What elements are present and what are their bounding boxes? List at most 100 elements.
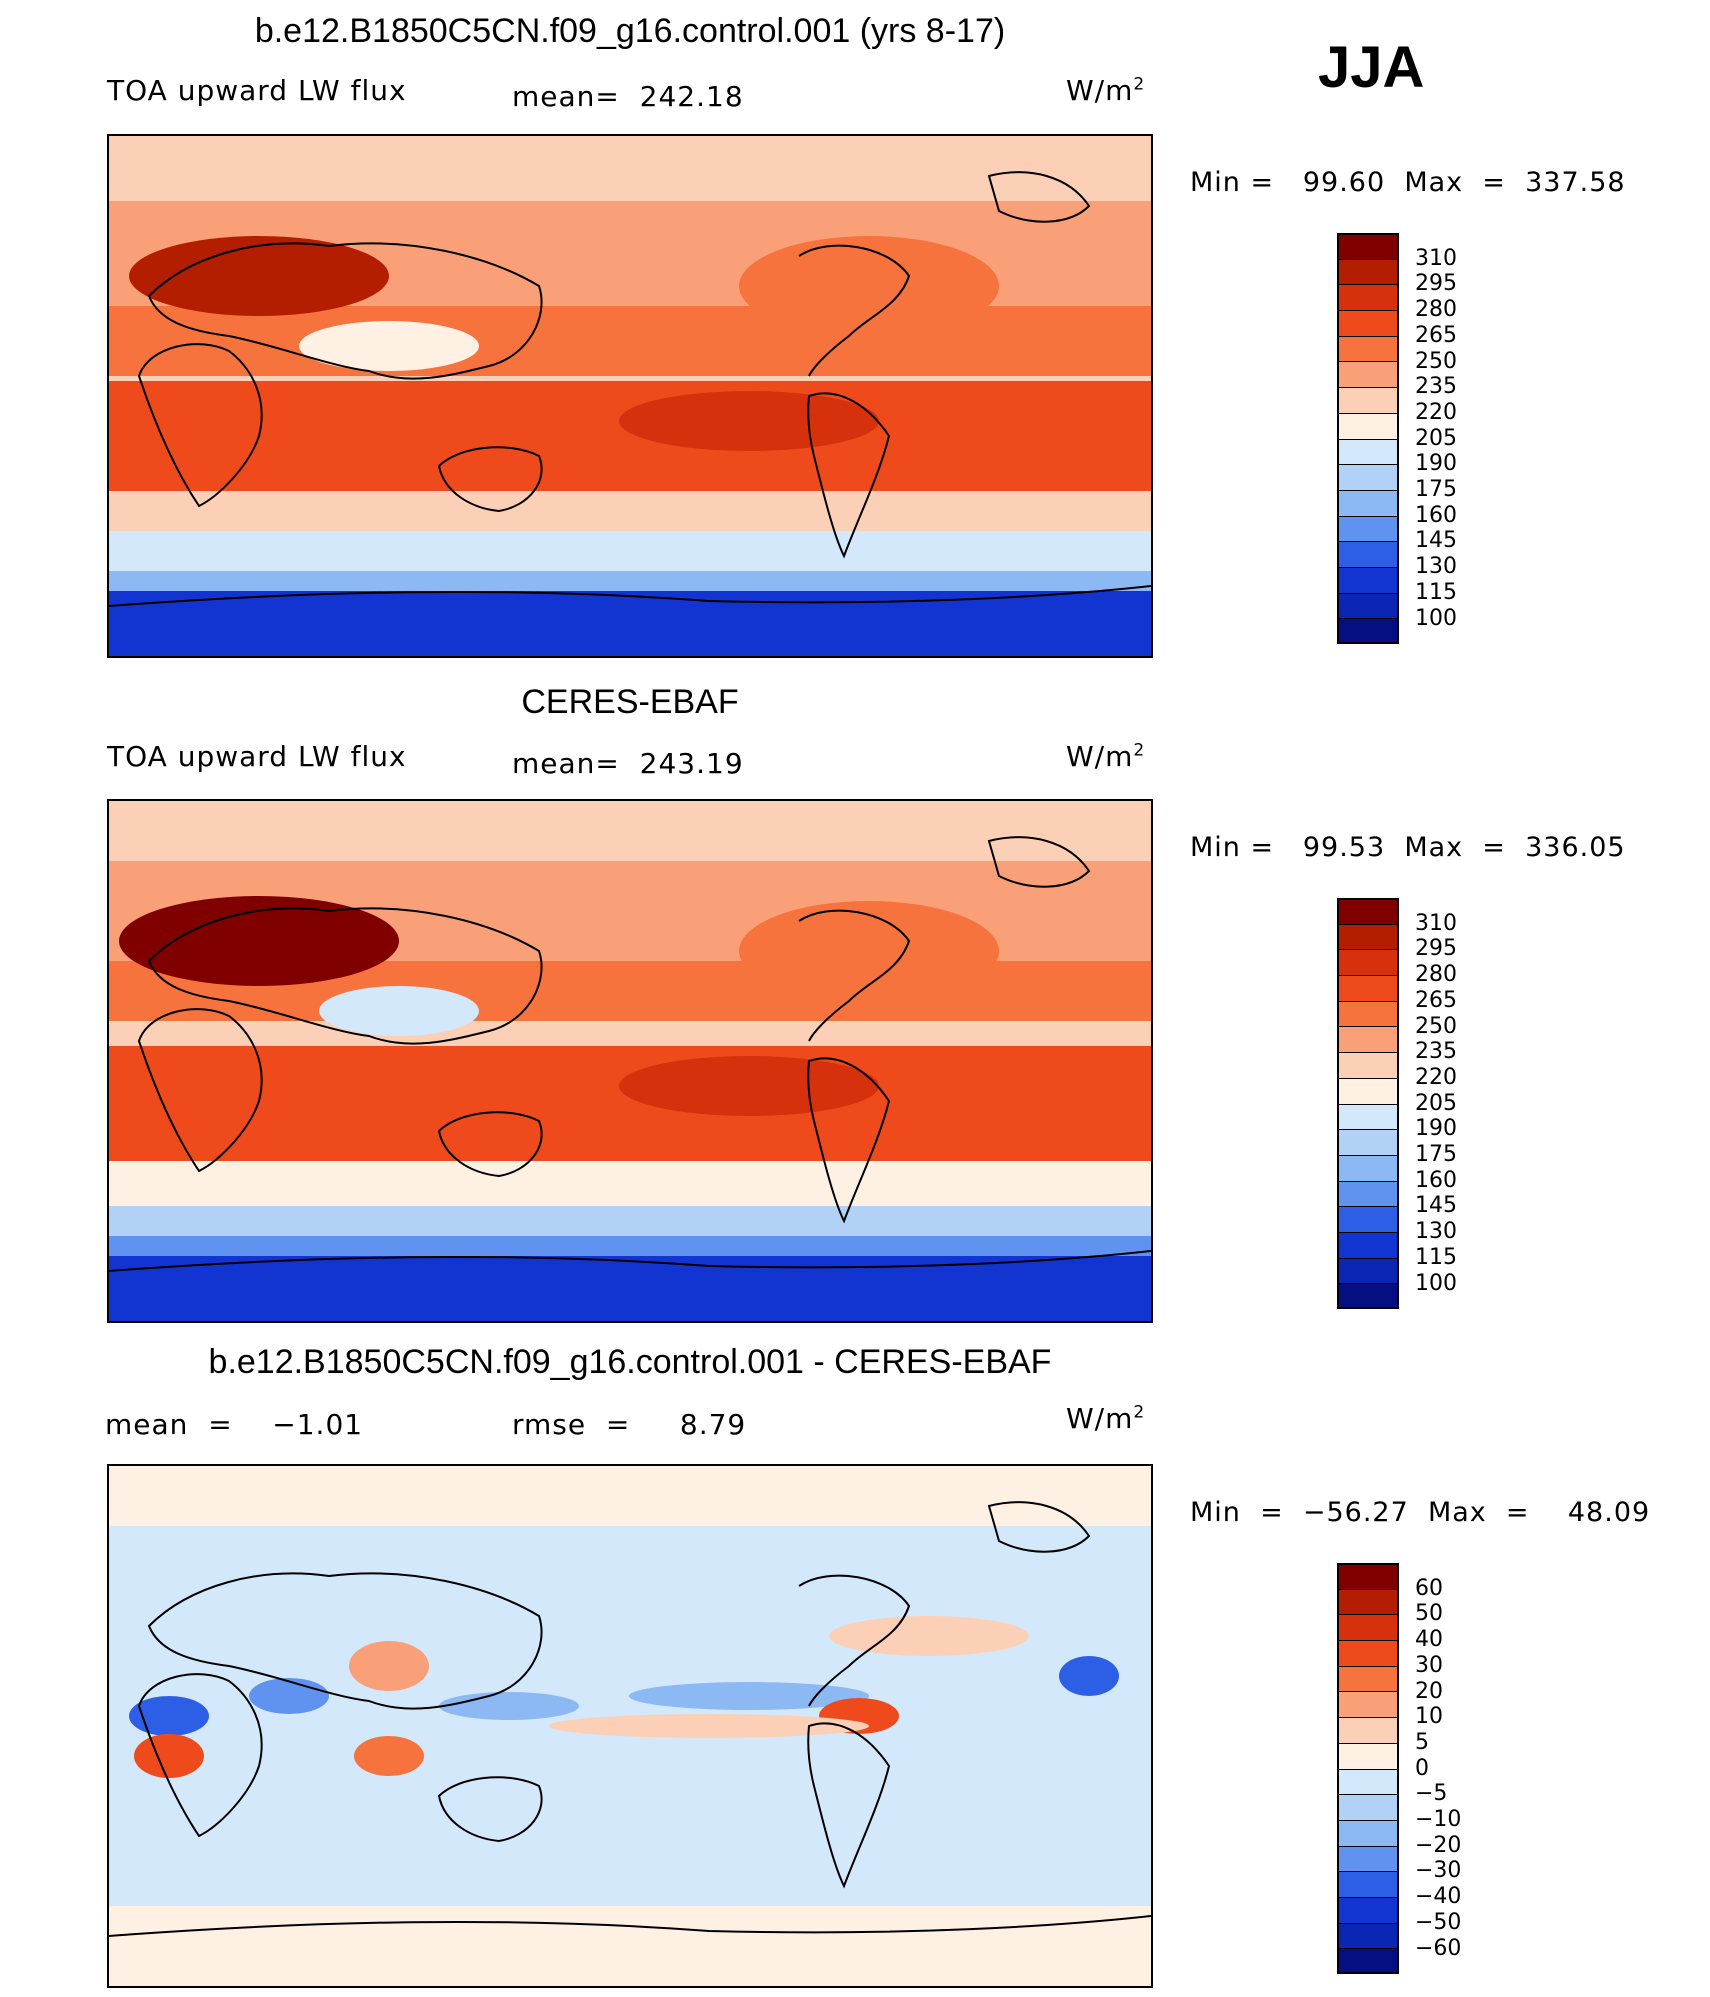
colorbar-3-tick-label: −60 bbox=[1415, 1935, 1462, 1961]
colorbar-3-swatch bbox=[1337, 1614, 1399, 1641]
colorbar-2-tick-label: 160 bbox=[1415, 1167, 1457, 1193]
colorbar-1-tick-label: 145 bbox=[1415, 528, 1457, 554]
colorbar-2-tick-label: 145 bbox=[1415, 1193, 1457, 1219]
map-2-sh-midlat bbox=[109, 1161, 1151, 1206]
season-label: JJA bbox=[1318, 35, 1425, 100]
panel-1-center-label: mean= 242.18 bbox=[512, 80, 744, 113]
colorbar-3-tick-label: −5 bbox=[1415, 1781, 1448, 1807]
colorbar-1: 310 295 280 265 250 235 220 205 190 175 160 145 130 1… bbox=[1337, 233, 1457, 645]
map-1-svg bbox=[109, 136, 1151, 656]
colorbar-3-swatch bbox=[1337, 1819, 1399, 1846]
colorbar-3-tick-label: −20 bbox=[1415, 1832, 1462, 1858]
colorbar-3-tick-label: −50 bbox=[1415, 1909, 1462, 1935]
colorbar-1-swatch bbox=[1337, 310, 1399, 336]
colorbar-2-tick-label: 235 bbox=[1415, 1039, 1457, 1065]
map-1-nh-subtropics bbox=[109, 306, 1151, 376]
colorbar-3-swatch bbox=[1337, 1948, 1399, 1974]
colorbar-2-swatch bbox=[1337, 1154, 1399, 1181]
map-2-pacific-max bbox=[619, 1056, 879, 1116]
colorbar-3-swatch bbox=[1337, 1588, 1399, 1615]
colorbar-1-swatch bbox=[1337, 541, 1399, 567]
colorbar-1-swatch bbox=[1337, 258, 1399, 285]
panel-2-units: W/m2 bbox=[1066, 740, 1146, 773]
colorbar-3-tick-label: 30 bbox=[1415, 1652, 1443, 1678]
map-1-pacific-max bbox=[619, 391, 879, 451]
colorbar-2-swatch bbox=[1337, 1206, 1399, 1232]
colorbar-3-tick-label: 40 bbox=[1415, 1627, 1443, 1653]
colorbar-2: 310 295 280 265 250 235 220 205 190 175 160 145 130 1… bbox=[1337, 898, 1457, 1310]
colorbar-3-swatch bbox=[1337, 1768, 1399, 1795]
panel-3-title: b.e12.B1850C5CN.f09_g16.control.001 - CE… bbox=[208, 1343, 1052, 1381]
colorbar-3-tick-label: 10 bbox=[1415, 1704, 1443, 1730]
colorbar-2-tick-label: 175 bbox=[1415, 1142, 1457, 1167]
map-3-neg-2 bbox=[249, 1678, 329, 1714]
colorbar-1-swatch bbox=[1337, 592, 1399, 619]
colorbar-3-swatch bbox=[1337, 1640, 1399, 1666]
map-2-sh-cold bbox=[109, 1206, 1151, 1236]
map-3-antarctic bbox=[109, 1906, 1151, 1986]
map-2-svg bbox=[109, 801, 1151, 1321]
colorbar-3-swatch bbox=[1337, 1717, 1399, 1743]
panel-3-left-label: mean = −1.01 bbox=[105, 1408, 364, 1441]
map-2-sahara-max bbox=[119, 896, 399, 986]
colorbar-1-tick-label: 190 bbox=[1415, 451, 1457, 477]
panel-1-title: b.e12.B1850C5CN.f09_g16.control.001 (yrs… bbox=[254, 12, 1006, 50]
colorbar-2-tick-label: 220 bbox=[1415, 1064, 1457, 1090]
colorbar-1-tick-label: 310 bbox=[1415, 245, 1457, 271]
colorbar-2-swatch bbox=[1337, 949, 1399, 976]
map-3-pos-6 bbox=[829, 1616, 1029, 1656]
panel-3-minmax: Min = −56.27 Max = 48.09 bbox=[1190, 1497, 1651, 1528]
colorbar-3-tick-label: 20 bbox=[1415, 1678, 1443, 1704]
colorbar-2-swatch bbox=[1337, 1231, 1399, 1258]
colorbar-1-swatch bbox=[1337, 361, 1399, 388]
colorbar-2-tick-label: 295 bbox=[1415, 936, 1457, 962]
colorbar-1-tick-label: 250 bbox=[1415, 348, 1457, 374]
colorbar-1-tick-label: 205 bbox=[1415, 425, 1457, 451]
colorbar-2-tick-label: 250 bbox=[1415, 1013, 1457, 1039]
colorbar-2-swatch bbox=[1337, 1000, 1399, 1027]
map-1-sh-ocean bbox=[109, 571, 1151, 591]
map-3-pos-4 bbox=[549, 1714, 869, 1738]
map-panel-3 bbox=[107, 1464, 1153, 1988]
colorbar-3-tick-label: 60 bbox=[1415, 1575, 1443, 1601]
colorbar-1-tick-label: 220 bbox=[1415, 399, 1457, 425]
colorbar-1-tick-label: 160 bbox=[1415, 502, 1457, 528]
map-3-svg bbox=[109, 1466, 1151, 1986]
colorbar-3: 60 50 40 30 20 10 5 0 −5 −10 −20 −30 −40 −50 −60 bbox=[1337, 1563, 1461, 1975]
map-2-tropics-band bbox=[109, 1046, 1151, 1161]
colorbar-3-tick-label: −30 bbox=[1415, 1858, 1462, 1884]
colorbar-1-swatch bbox=[1337, 464, 1399, 490]
map-2-coastlines bbox=[109, 836, 1151, 1272]
colorbar-1-swatch bbox=[1337, 335, 1399, 362]
map-2-atlantic bbox=[739, 901, 999, 1001]
colorbar-2-swatch bbox=[1337, 1077, 1399, 1104]
colorbar-3-swatch bbox=[1337, 1742, 1399, 1769]
colorbar-2-swatch bbox=[1337, 1103, 1399, 1130]
map-3-neg-4 bbox=[629, 1682, 869, 1710]
colorbar-2-tick-label: 190 bbox=[1415, 1116, 1457, 1142]
map-3-pos-5 bbox=[349, 1641, 429, 1691]
map-3-neg-1 bbox=[129, 1696, 209, 1736]
colorbar-2-swatch bbox=[1337, 1180, 1399, 1207]
panel-2-left-label: TOA upward LW flux bbox=[107, 740, 407, 773]
colorbar-2-tick-label: 100 bbox=[1415, 1270, 1457, 1296]
colorbar-2-swatch bbox=[1337, 1283, 1399, 1309]
colorbar-2-swatch bbox=[1337, 923, 1399, 950]
colorbar-2-swatch bbox=[1337, 1129, 1399, 1155]
colorbar-3-tick-label: 5 bbox=[1415, 1729, 1429, 1755]
colorbar-3-swatch bbox=[1337, 1896, 1399, 1923]
map-2-monsoon-low bbox=[319, 986, 479, 1036]
colorbar-3-swatch bbox=[1337, 1871, 1399, 1897]
colorbar-1-swatch bbox=[1337, 387, 1399, 413]
panel-2-center-label: mean= 243.19 bbox=[512, 747, 744, 780]
map-1-antarctica bbox=[109, 591, 1151, 656]
colorbar-1-tick-label: 175 bbox=[1415, 477, 1457, 502]
map-3-pos-1 bbox=[134, 1734, 204, 1778]
colorbar-2-tick-label: 265 bbox=[1415, 987, 1457, 1013]
colorbar-2-tick-label: 130 bbox=[1415, 1219, 1457, 1245]
colorbar-1-swatch bbox=[1337, 233, 1399, 259]
colorbar-2-swatch bbox=[1337, 1257, 1399, 1284]
colorbar-1-swatch bbox=[1337, 566, 1399, 593]
panel-2-title: CERES-EBAF bbox=[521, 683, 739, 721]
colorbar-1-swatch bbox=[1337, 438, 1399, 465]
